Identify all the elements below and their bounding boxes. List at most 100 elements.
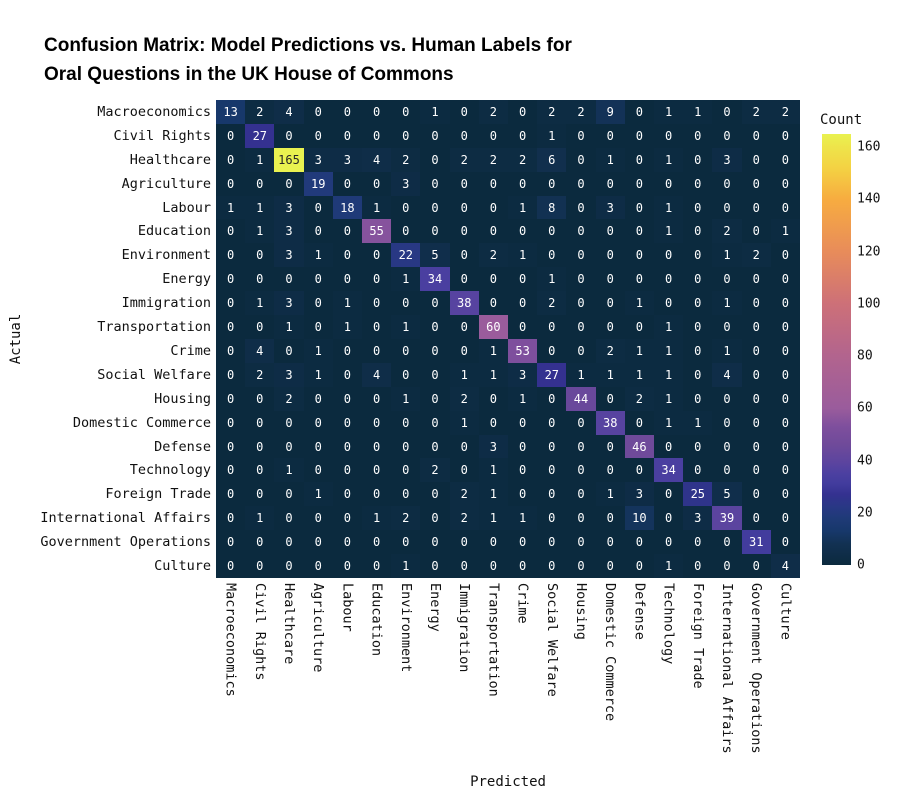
chart-title: Confusion Matrix: Model Predictions vs. …	[44, 31, 572, 89]
heatmap-cell: 0	[712, 267, 742, 292]
heatmap-cell: 0	[391, 482, 421, 507]
heatmap-cell: 1	[274, 315, 304, 339]
heatmap-cell: 0	[741, 362, 771, 387]
heatmap-cell: 0	[449, 315, 479, 339]
heatmap-cell: 0	[537, 434, 567, 459]
heatmap-cell: 34	[654, 458, 684, 483]
heatmap-cell: 0	[508, 219, 538, 244]
heatmap-cell: 1	[566, 362, 596, 387]
heatmap-cell: 27	[245, 123, 275, 148]
heatmap-cell: 0	[537, 482, 567, 507]
heatmap-cell: 0	[741, 195, 771, 220]
heatmap-cell: 0	[245, 386, 275, 411]
heatmap-cell: 0	[449, 171, 479, 196]
heatmap-cell: 0	[303, 219, 333, 244]
heatmap-cell: 0	[245, 315, 275, 339]
heatmap-cell: 0	[566, 267, 596, 292]
x-tick-label: Energy	[426, 583, 443, 632]
heatmap-cell: 0	[420, 171, 450, 196]
heatmap-cell: 1	[245, 195, 275, 220]
heatmap-cell: 1	[362, 506, 392, 531]
heatmap-cell: 1	[391, 386, 421, 411]
y-tick-label: Housing	[154, 390, 211, 407]
heatmap-cell: 55	[362, 219, 392, 244]
y-tick-label: Labour	[162, 199, 211, 216]
heatmap-cell: 2	[245, 362, 275, 387]
heatmap-cell: 0	[245, 530, 275, 555]
heatmap-cell: 0	[274, 267, 304, 292]
heatmap-cell: 0	[683, 195, 713, 220]
heatmap-cell: 0	[303, 434, 333, 459]
heatmap-cell: 1	[449, 410, 479, 435]
heatmap-cell: 0	[654, 171, 684, 196]
heatmap-cell: 2	[449, 506, 479, 531]
heatmap-cell: 0	[683, 530, 713, 555]
heatmap-cell: 0	[537, 338, 567, 363]
heatmap-cell: 0	[654, 243, 684, 268]
heatmap-cell: 2	[391, 506, 421, 531]
heatmap-cell: 6	[537, 147, 567, 172]
heatmap-cell: 0	[420, 410, 450, 435]
heatmap-cell: 0	[420, 195, 450, 220]
heatmap-cell: 0	[595, 243, 625, 268]
heatmap-cell: 0	[770, 147, 800, 172]
x-tick-label: Government Operations	[748, 583, 765, 754]
heatmap-cell: 0	[712, 434, 742, 459]
heatmap-cell: 0	[362, 338, 392, 363]
colorbar-tick-label: 20	[857, 505, 873, 521]
heatmap-cell: 0	[420, 147, 450, 172]
heatmap-cell: 0	[741, 506, 771, 531]
heatmap-cell: 0	[624, 243, 654, 268]
y-tick-label: Transportation	[97, 319, 211, 336]
heatmap-cell: 0	[624, 410, 654, 435]
heatmap-cell: 0	[537, 530, 567, 555]
heatmap-cell: 0	[770, 386, 800, 411]
heatmap-cell: 165	[274, 147, 304, 172]
heatmap-cell: 0	[537, 554, 567, 578]
heatmap-cell: 44	[566, 386, 596, 411]
heatmap-cell: 0	[245, 171, 275, 196]
heatmap-cell: 0	[420, 530, 450, 555]
heatmap-cell: 0	[303, 530, 333, 555]
y-tick-label: Macroeconomics	[97, 103, 211, 120]
heatmap-cell: 0	[362, 291, 392, 316]
heatmap-cell: 0	[712, 530, 742, 555]
heatmap-cell: 5	[712, 482, 742, 507]
colorbar-gradient	[822, 134, 851, 565]
heatmap-cell: 0	[303, 100, 333, 124]
heatmap-cell: 0	[683, 219, 713, 244]
heatmap-cell: 0	[274, 434, 304, 459]
heatmap-cell: 0	[332, 362, 362, 387]
heatmap-cell: 1	[478, 338, 508, 363]
heatmap-cell: 1	[654, 195, 684, 220]
x-axis-tick-labels: Macroeconomics Civil Rights Healthcare Agri…	[216, 583, 800, 768]
heatmap-cell: 22	[391, 243, 421, 268]
heatmap-cell: 0	[245, 267, 275, 292]
heatmap-cell: 0	[245, 458, 275, 483]
heatmap-cell: 0	[362, 100, 392, 124]
heatmap-cell: 0	[624, 100, 654, 124]
colorbar-tick-label: 60	[857, 400, 873, 416]
y-tick-label: Domestic Commerce	[72, 414, 211, 431]
heatmap-cell: 0	[391, 195, 421, 220]
heatmap-cell: 0	[303, 291, 333, 316]
heatmap-cell: 0	[391, 123, 421, 148]
heatmap-cell: 0	[508, 434, 538, 459]
heatmap-cell: 0	[420, 506, 450, 531]
x-tick-label: Labour	[339, 583, 356, 632]
heatmap-cell: 0	[478, 291, 508, 316]
y-tick-label: Agriculture	[121, 175, 211, 192]
heatmap-cell: 0	[362, 410, 392, 435]
heatmap-cell: 0	[508, 291, 538, 316]
x-tick-label: Environment	[397, 583, 414, 673]
heatmap-cell: 0	[478, 219, 508, 244]
x-tick-label: Housing	[572, 583, 589, 640]
heatmap-cell: 1	[712, 243, 742, 268]
y-tick-label: Social Welfare	[97, 366, 211, 383]
x-tick-label: Social Welfare	[543, 583, 560, 697]
heatmap-cell: 0	[391, 338, 421, 363]
heatmap-cell: 0	[449, 338, 479, 363]
heatmap-cell: 3	[274, 291, 304, 316]
heatmap-cell: 0	[595, 267, 625, 292]
heatmap-cell: 0	[770, 434, 800, 459]
